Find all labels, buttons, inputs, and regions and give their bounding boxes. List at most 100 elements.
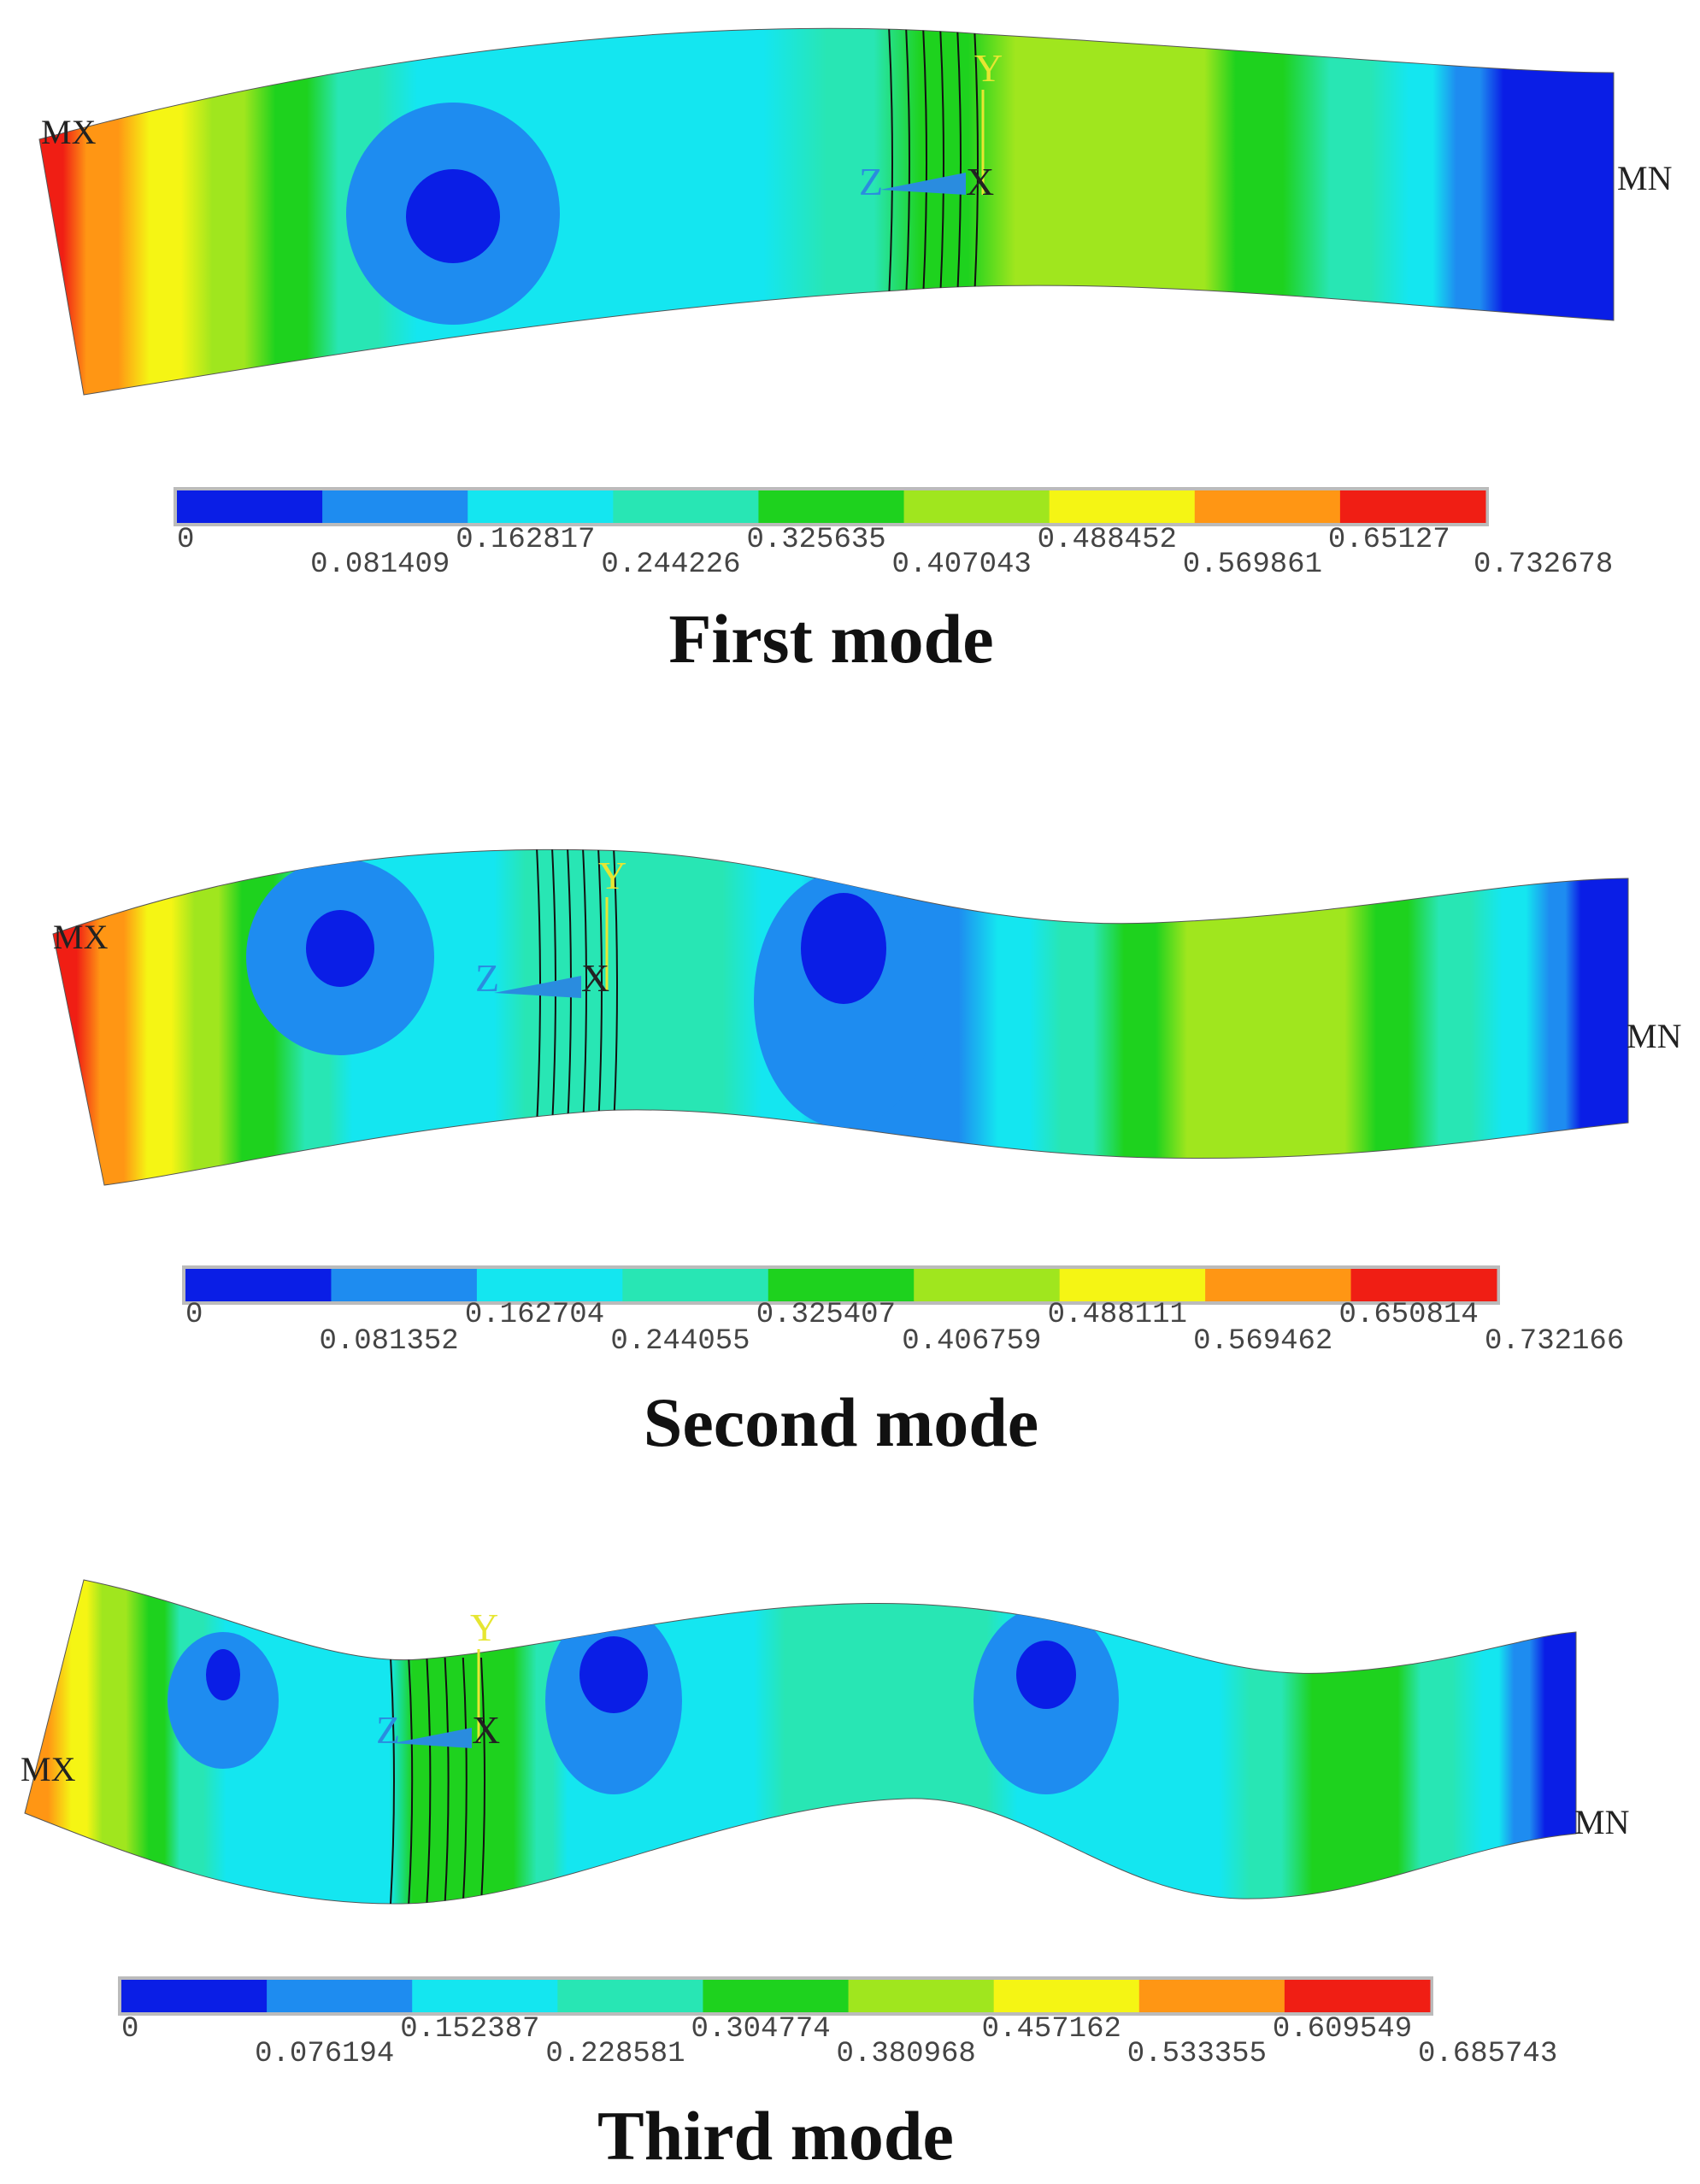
contour-line (888, 28, 893, 300)
colorbar-band (121, 1980, 268, 2012)
contour-blob (206, 1649, 240, 1700)
colorbar-band (1350, 1269, 1497, 1301)
colorbar-label: 0.685743 (1418, 2038, 1557, 2070)
colorbar-band (758, 490, 905, 523)
colorbar-band (1339, 490, 1486, 523)
pipe (38, 27, 1615, 396)
colorbar-band (322, 490, 468, 523)
colorbar-band (703, 1980, 850, 2012)
colorbar-label: 0.081352 (319, 1325, 458, 1358)
colorbar-band (267, 1980, 413, 2012)
colorbar-band (914, 1269, 1061, 1301)
colorbar-band (476, 1269, 623, 1301)
min-label: MN (1574, 1803, 1629, 1841)
contour-group (346, 28, 979, 325)
contour-line (597, 849, 603, 1127)
colorbar-label: 0.732166 (1485, 1325, 1624, 1358)
colorbar-label: 0.244226 (601, 549, 740, 581)
triad-x: X (581, 956, 609, 1000)
colorbar-label: 0.406759 (902, 1325, 1041, 1358)
colorbar-label: 0.081409 (310, 549, 450, 581)
colorbar-label: 0.152387 (400, 2013, 539, 2046)
triad-wedge (880, 173, 966, 195)
colorbar-band (1205, 1269, 1352, 1301)
contour-blob (579, 1636, 648, 1713)
colorbar-label: 0.569861 (1183, 549, 1322, 581)
colorbar-label: 0.488111 (1048, 1299, 1187, 1331)
colorbar-band (1049, 490, 1196, 523)
contour-line (613, 849, 618, 1127)
colorbar-label: 0.162817 (456, 524, 595, 556)
triad-y: Y (470, 1606, 498, 1649)
contour-line (956, 28, 962, 300)
colorbar-band (468, 490, 614, 523)
contour-group (246, 849, 933, 1128)
colorbar-label: 0.228581 (545, 2038, 685, 2070)
colorbar-band (848, 1980, 995, 2012)
mode-panel: Y Z X MX MN 0 0.0761940.1523870.2285810.304774… (21, 1579, 1629, 2175)
colorbar-label: 0.488452 (1038, 524, 1177, 556)
contour-line (905, 28, 910, 300)
colorbar-band (622, 1269, 769, 1301)
contour-group (168, 1606, 1119, 1905)
triad-x: X (472, 1708, 500, 1752)
triad-y: Y (974, 46, 1003, 90)
colorbar-label: 0 (121, 2013, 138, 2046)
triad-x: X (966, 160, 994, 203)
contour-blob (801, 893, 886, 1004)
colorbar-label: 0.533355 (1127, 2038, 1267, 2070)
colorbar-band (185, 1269, 332, 1301)
colorbar-label: 0.325635 (746, 524, 885, 556)
colorbar-label: 0.569462 (1193, 1325, 1332, 1358)
pipe (24, 1579, 1577, 1905)
colorbar-label: 0.65127 (1328, 524, 1450, 556)
contour-line (390, 1657, 395, 1905)
mode-panel: Y Z X MX MN 0 0.0814090.1628170.2442260.325635… (38, 27, 1672, 678)
max-label: MX (53, 918, 109, 956)
colorbar-label: 0.325407 (756, 1299, 896, 1331)
triad-wedge (494, 976, 581, 998)
contour-blob (1016, 1641, 1076, 1709)
colorbar-band (1284, 1980, 1431, 2012)
contour-line (582, 849, 587, 1127)
triad-y: Y (598, 854, 626, 897)
min-label: MN (1617, 159, 1672, 197)
colorbar-label: 0.732678 (1474, 549, 1613, 581)
colorbar-band (613, 490, 759, 523)
colorbar-band (331, 1269, 478, 1301)
colorbar-band (1059, 1269, 1206, 1301)
colorbar-label: 0.244055 (610, 1325, 750, 1358)
colorbar-label: 0 (177, 524, 194, 556)
colorbar-label: 0.650814 (1339, 1299, 1479, 1331)
mode-caption: Second mode (644, 1383, 1038, 1461)
contour-line (426, 1657, 432, 1905)
colorbar-label: 0.407043 (892, 549, 1032, 581)
triad-wedge (393, 1728, 472, 1748)
contour-blob (406, 169, 500, 263)
mode-caption: Third mode (597, 2097, 954, 2175)
colorbar-band (557, 1980, 703, 2012)
colorbar-label: 0.380968 (837, 2038, 976, 2070)
triad-z: Z (859, 160, 883, 203)
max-label: MX (21, 1750, 76, 1788)
colorbar-label: 0.076194 (255, 2038, 394, 2070)
contour-line (480, 1657, 485, 1905)
contour-line (462, 1657, 468, 1905)
colorbar-label: 0 (185, 1299, 203, 1331)
mode-caption: First mode (668, 600, 993, 678)
colorbar-band (768, 1269, 915, 1301)
colorbar-band (903, 490, 1050, 523)
contour-blob (306, 910, 374, 987)
mode-panel: Y Z X MX MN 0 0.0813520.1627040.2440550.325407… (52, 848, 1681, 1461)
contour-line (974, 28, 979, 300)
contour-line (408, 1657, 414, 1905)
triad-z: Z (475, 956, 499, 1000)
colorbar-label: 0.162704 (465, 1299, 604, 1331)
colorbar-band (993, 1980, 1140, 2012)
colorbar-band (1138, 1980, 1285, 2012)
colorbar-label: 0.609549 (1273, 2013, 1412, 2046)
colorbar-band (177, 490, 323, 523)
colorbar-band (412, 1980, 558, 2012)
triad-z: Z (376, 1708, 400, 1752)
min-label: MN (1626, 1017, 1681, 1055)
